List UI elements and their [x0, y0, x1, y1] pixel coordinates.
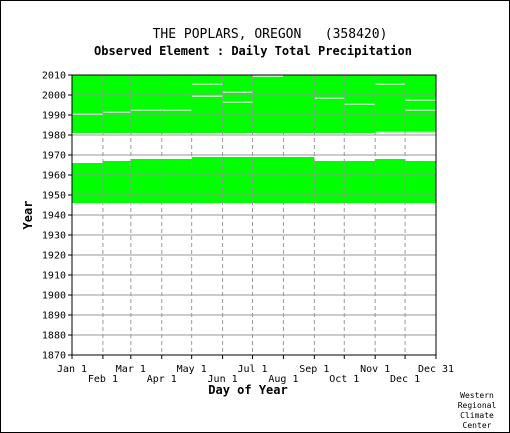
y-tick-label: 1920 — [42, 251, 66, 262]
y-tick-label: 1940 — [42, 211, 66, 222]
x-axis-label: Day of Year — [208, 383, 287, 397]
chart-title: THE POPLARS, OREGON (358420) — [153, 27, 388, 42]
observed-data-block — [102, 161, 131, 165]
y-axis-label: Year — [21, 201, 35, 230]
missing-data-gap — [405, 109, 436, 111]
y-tick-label: 1870 — [42, 351, 66, 362]
observed-data-block — [405, 161, 436, 165]
chart-subtitle: Observed Element : Daily Total Precipita… — [94, 44, 412, 58]
missing-data-gap — [314, 97, 345, 99]
wrcc-credit: Western Regional Climate Center — [458, 391, 497, 430]
credit-line-3: Climate — [460, 411, 494, 420]
credit-line-4: Center — [463, 421, 492, 430]
y-tick-label: 2010 — [42, 71, 66, 82]
missing-data-gap — [405, 99, 436, 101]
x-tick-label: Oct 1 — [329, 374, 359, 385]
observed-data-block — [72, 165, 436, 203]
x-tick-label: Dec 31 — [418, 364, 454, 375]
y-tick-label: 1910 — [42, 271, 66, 282]
y-tick-label: 1950 — [42, 191, 66, 202]
x-tick-label: Jan 1 — [57, 364, 87, 375]
x-tick-label: Aug 1 — [268, 374, 298, 385]
missing-data-gap — [222, 101, 253, 103]
x-tick-label: Jun 1 — [208, 374, 238, 385]
x-tick-label: Feb 1 — [88, 374, 118, 385]
credit-line-1: Western — [460, 391, 494, 400]
observed-data-block — [375, 159, 406, 165]
x-tick-label: Sep 1 — [299, 364, 329, 375]
missing-data-gap — [222, 91, 253, 93]
missing-data-gap — [344, 103, 376, 105]
y-tick-label: 1930 — [42, 231, 66, 242]
missing-data-gap — [191, 83, 223, 85]
x-tick-label: Dec 1 — [390, 374, 420, 385]
missing-data-gap — [375, 83, 406, 85]
y-tick-label: 1990 — [42, 111, 66, 122]
grid-layer — [72, 74, 436, 356]
axis-layer: 2010 2000 1990 1980 1970 1960 1950 1940 1930 1920… — [42, 71, 454, 386]
missing-data-gap — [102, 111, 131, 113]
x-tick-label: Apr 1 — [147, 374, 177, 385]
missing-data-gap — [191, 95, 223, 97]
y-tick-label: 1890 — [42, 311, 66, 322]
y-tick-label: 2000 — [42, 91, 66, 102]
y-tick-label: 1980 — [42, 131, 66, 142]
x-tick-label: May 1 — [177, 364, 207, 375]
y-tick-label: 1900 — [42, 291, 66, 302]
missing-data-gap — [252, 75, 284, 77]
missing-data-gap — [72, 113, 103, 115]
y-tick-label: 1960 — [42, 171, 66, 182]
y-tick-label: 1880 — [42, 331, 66, 342]
x-tick-label: Nov 1 — [360, 364, 390, 375]
x-tick-label: Mar 1 — [116, 364, 146, 375]
observed-data-block — [72, 163, 103, 165]
credit-line-2: Regional — [458, 401, 497, 410]
y-tick-label: 1970 — [42, 151, 66, 162]
x-tick-label: Jul 1 — [237, 364, 267, 375]
